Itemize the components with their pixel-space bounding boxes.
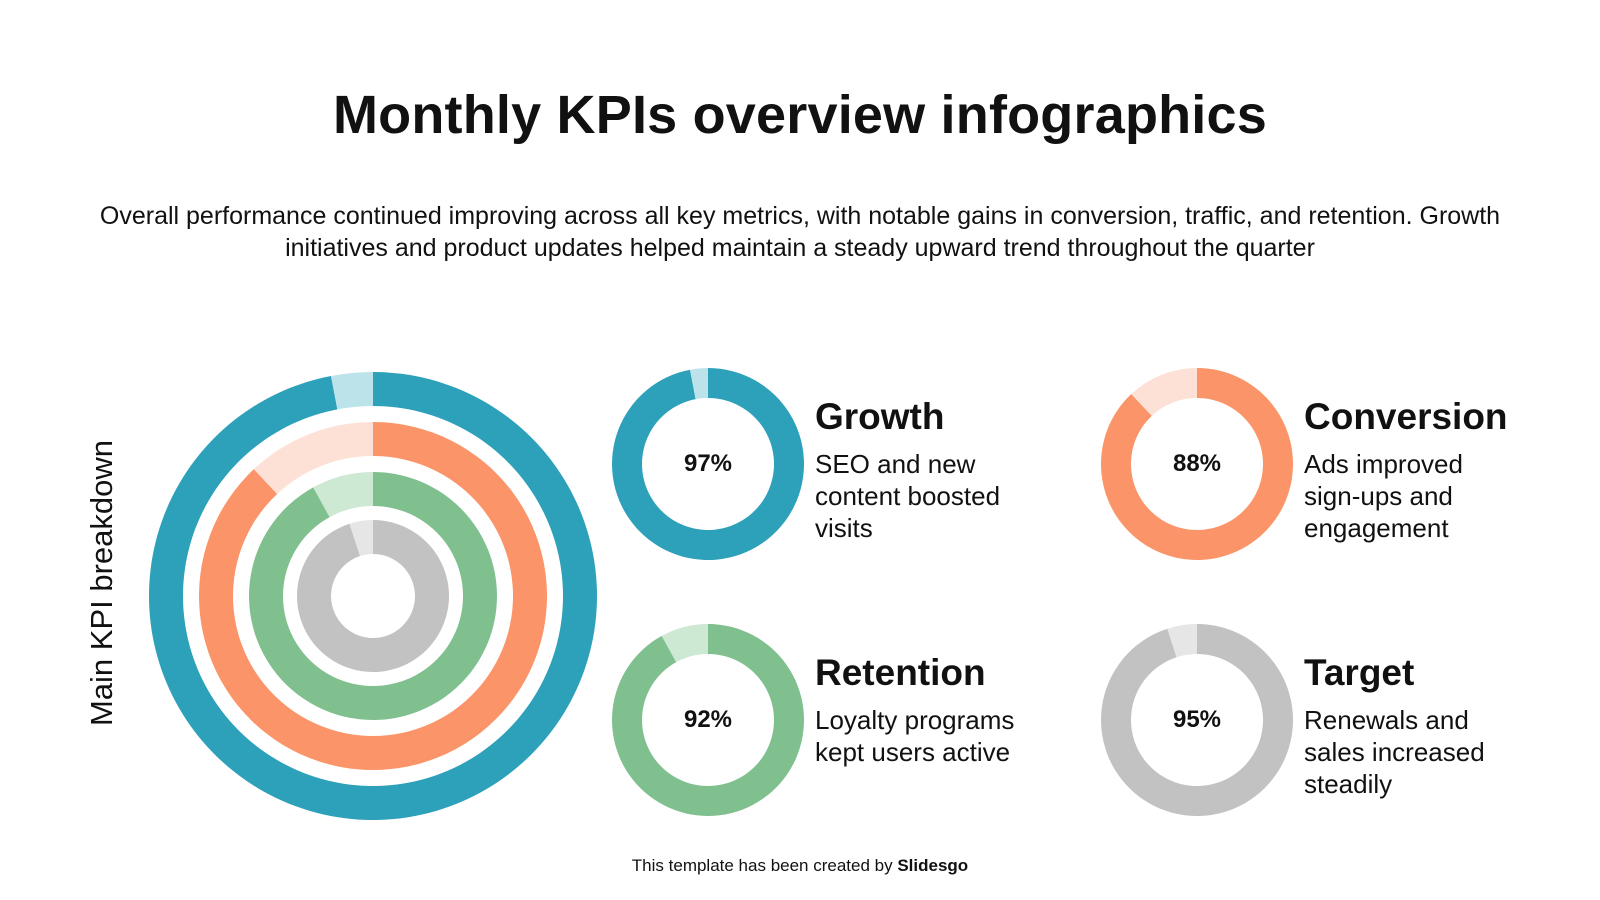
radial-ring-track-target [349,520,373,557]
donut-arc-growth [612,368,804,560]
donut-arc-retention [612,624,804,816]
kpi-title-retention: Retention [815,652,986,693]
footer-credit: This template has been created by Slides… [0,856,1600,876]
kpi-desc-target: Renewals and sales increased steadily [1304,705,1485,799]
donut-arc-target [1101,624,1293,816]
donut-track-growth [690,368,708,400]
donut-growth [612,368,804,560]
kpi-card-growth: 97% Growth SEO and new content boosted v… [612,368,1092,568]
radial-ring-track-conversion [253,422,373,494]
donut-target [1101,624,1293,816]
kpi-card-retention: 92% Retention Loyalty programs kept user… [612,624,1092,824]
donut-retention [612,624,804,816]
kpi-card-target: 95% Target Renewals and sales increased … [1101,624,1581,824]
kpi-desc-conversion: Ads improved sign-ups and engagement [1304,449,1463,543]
radial-ring-track-growth [331,372,373,410]
donut-track-conversion [1131,368,1197,416]
kpi-title-target: Target [1304,652,1415,693]
radial-ring-target [297,520,450,672]
kpi-desc-growth: SEO and new content boosted visits [815,449,1001,543]
kpi-percent-conversion: 88% [1172,450,1222,477]
footer-brand: Slidesgo [897,856,969,875]
donut-arc-conversion [1101,368,1293,560]
footer-prefix: This template has been created by [631,856,898,875]
kpi-percent-target: 95% [1172,706,1222,733]
donut-conversion [1101,368,1293,560]
page-title: Monthly KPIs overview infographics [333,85,1267,145]
kpi-percent-retention: 92% [683,706,733,733]
radial-kpi-chart [148,372,597,820]
kpi-title-growth: Growth [815,396,945,437]
donut-track-target [1167,624,1197,658]
kpi-desc-retention: Loyalty programs kept users active [815,705,1015,767]
kpi-percent-growth: 97% [683,450,733,477]
page-subtitle: Overall performance continued improving … [99,202,1501,262]
donut-track-retention [661,624,708,663]
kpi-title-conversion: Conversion [1304,396,1508,437]
radial-ring-track-retention [313,472,373,518]
kpi-card-conversion: 88% Conversion Ads improved sign-ups and… [1101,368,1581,568]
radial-ring-retention [248,472,497,720]
